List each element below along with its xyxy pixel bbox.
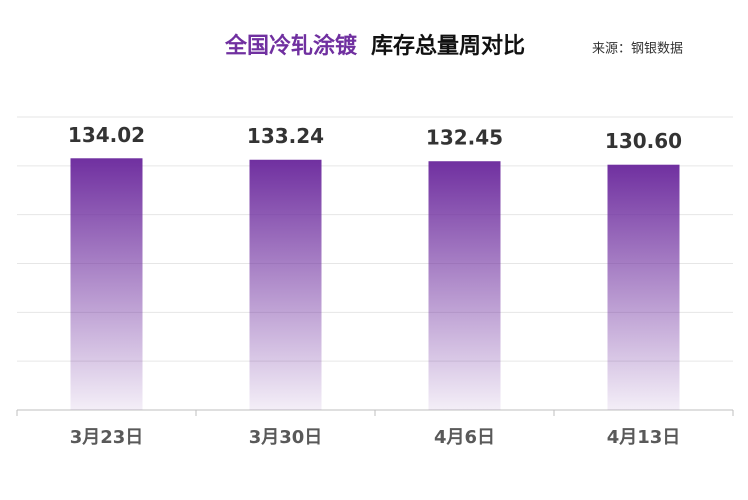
title-highlight: 全国冷轧涂镀 (224, 33, 358, 59)
x-tick-label: 3月30日 (249, 427, 323, 448)
value-label: 133.24 (247, 124, 324, 148)
bar (249, 159, 322, 410)
x-tick-label: 3月23日 (70, 427, 144, 448)
value-label: 132.45 (426, 126, 503, 150)
source: 来源：钢银数据 (592, 42, 683, 57)
bar (70, 158, 143, 410)
x-tick-label: 4月13日 (607, 427, 681, 448)
bar (428, 161, 501, 410)
value-label: 130.60 (605, 129, 682, 153)
value-label: 134.02 (68, 123, 145, 147)
bar (607, 164, 680, 410)
title-rest: 库存总量周对比 (371, 33, 525, 59)
x-tick-label: 4月6日 (434, 427, 495, 448)
chart-title: 全国冷轧涂镀 库存总量周对比 (224, 33, 525, 59)
